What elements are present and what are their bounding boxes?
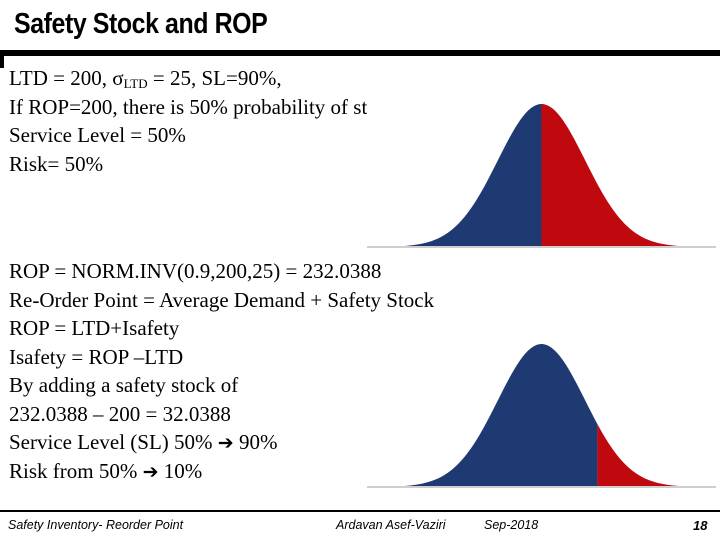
risk-to-text: 10% [158,458,203,483]
right-arrow-icon: ➔ [217,432,234,454]
page-number: 18 [693,518,708,533]
service-level-line: Service Level = 50% [9,123,186,147]
service-level-change-line: Service Level (SL) 50% ➔ 90% [9,428,434,457]
sl-from-text: Service Level (SL) 50% [9,430,218,454]
divider-tick [0,56,4,68]
normal-curve-90 [367,318,716,488]
normal-curve-50 [367,78,716,248]
reorder-point-line: Re-Order Point = Average Demand + Safety… [9,287,435,312]
ltd-parameters-line: LTD = 200, σLTD = 25, SL=90%, [9,64,430,93]
risk-from-text: Risk from 50% [9,458,143,483]
right-arrow-icon: ➔ [142,460,159,483]
rop-formula-line: ROP = NORM.INV(0.9,200,25) = 232.0388 [9,259,382,283]
risk-change-line: Risk from 50% ➔ 10% [9,457,434,486]
section-90-percent: ROP = NORM.INV(0.9,200,25) = 232.0388 Re… [9,257,434,485]
section-50-percent: LTD = 200, σLTD = 25, SL=90%, If ROP=200… [9,64,430,178]
ltd-text: LTD = 200, σ [9,66,124,90]
footer-date: Sep-2018 [484,518,539,532]
footer-divider [0,510,720,512]
rop-ltd-line: ROP = LTD+Isafety [9,316,180,340]
service-region [367,104,542,247]
sigma-subscript: LTD [123,76,148,91]
sigma-value-text: = 25, SL=90%, [147,66,282,90]
risk-region [541,104,716,247]
risk-region [597,424,716,487]
service-region [367,344,598,487]
risk-line: Risk= 50% [9,151,104,176]
title-divider [0,50,720,56]
slide-title: Safety Stock and ROP [14,8,268,40]
safety-stock-calc-line: 232.0388 – 200 = 32.0388 [9,401,231,426]
safety-stock-intro-line: By adding a safety stock of [9,373,239,397]
stockout-line: If ROP=200, there is 50% probability of … [9,94,430,119]
footer-author: Ardavan Asef-Vaziri [336,518,446,532]
footer-course-title: Safety Inventory- Reorder Point [8,518,184,532]
isafety-line: Isafety = ROP –LTD [9,344,184,369]
sl-to-text: 90% [233,430,278,454]
